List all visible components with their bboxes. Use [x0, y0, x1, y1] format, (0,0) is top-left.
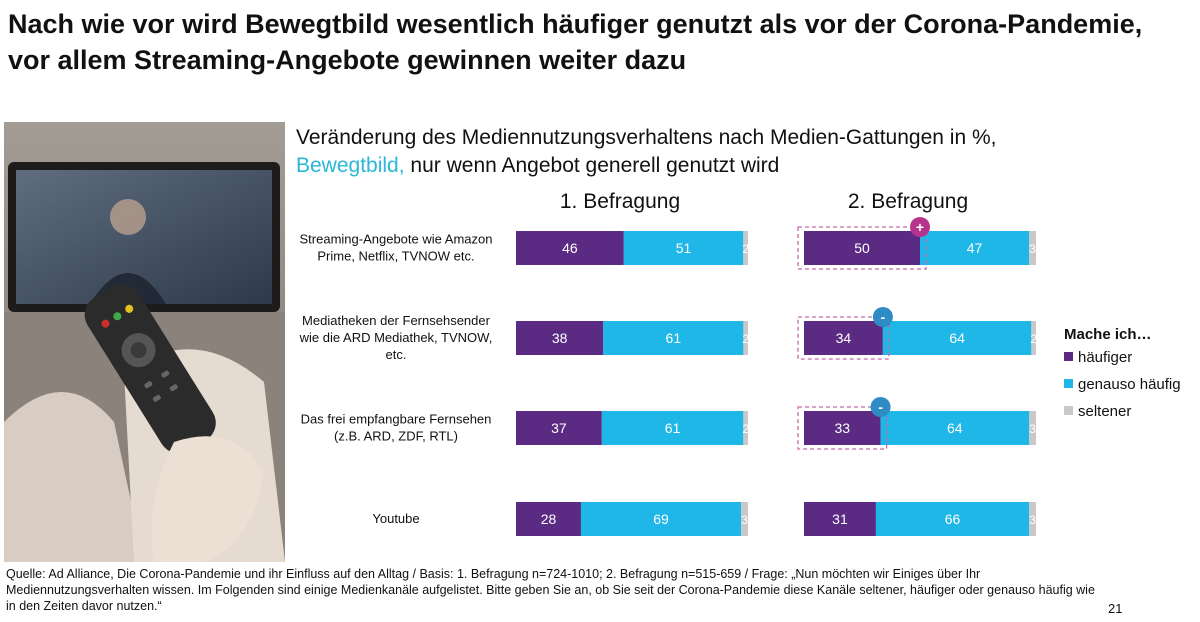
data-label: 66 — [945, 511, 961, 527]
bar-segment — [880, 411, 1030, 445]
category-label: Youtube — [372, 511, 419, 526]
data-label: 33 — [834, 420, 850, 436]
category-label: Mediatheken der Fernsehsender — [302, 313, 491, 328]
data-label: 51 — [676, 240, 692, 256]
tv-remote-illustration — [4, 122, 285, 562]
plus-marker — [910, 217, 930, 237]
category-label: Prime, Netflix, TVNOW etc. — [317, 249, 474, 264]
minus-marker — [872, 307, 893, 327]
bar-segment — [580, 502, 742, 536]
data-label: 64 — [949, 330, 965, 346]
category-label: Das frei empfangbare Fernsehen — [301, 412, 492, 427]
legend-swatch — [1064, 352, 1073, 361]
change-marker-symbol: - — [878, 399, 883, 415]
legend-entry: seltener — [1078, 403, 1131, 420]
subtitle-rest: nur wenn Angebot generell genutzt wird — [404, 154, 780, 177]
bar-segment — [623, 231, 744, 265]
legend-entry: häufiger — [1078, 349, 1132, 366]
data-label: 50 — [854, 240, 870, 256]
data-label: 31 — [832, 511, 848, 527]
bar-segment — [804, 502, 876, 536]
bar-segment — [741, 502, 748, 536]
minus-marker — [870, 397, 891, 417]
data-label: 2 — [742, 332, 749, 346]
legend-swatch — [1064, 379, 1073, 388]
category-label: (z.B. ARD, ZDF, RTL) — [334, 429, 458, 444]
page-headline: Nach wie vor wird Bewegtbild wesentlich … — [8, 9, 1143, 75]
data-label: 3 — [1029, 513, 1036, 527]
bar-segment — [743, 231, 748, 265]
data-label: 3 — [741, 513, 748, 527]
category-label: etc. — [386, 347, 407, 362]
data-label: 37 — [551, 420, 567, 436]
source-footnote: Quelle: Ad Alliance, Die Corona-Pandemie… — [6, 567, 1095, 613]
data-label: 2 — [742, 422, 749, 436]
bar-segment — [804, 321, 883, 355]
data-label: 61 — [665, 420, 681, 436]
bar-segment — [603, 321, 744, 355]
bar-segment — [601, 411, 744, 445]
subtitle-highlight: Bewegtbild, — [296, 154, 405, 177]
data-label: 2 — [1030, 332, 1037, 346]
bar-segment — [516, 502, 581, 536]
data-label: 47 — [967, 240, 983, 256]
legend-swatch — [1064, 406, 1073, 415]
bar-segment — [920, 231, 1030, 265]
bar-segment — [804, 411, 881, 445]
data-label: 2 — [742, 242, 749, 256]
data-label: 3 — [1029, 422, 1036, 436]
category-label: Streaming-Angebote wie Amazon — [300, 232, 493, 247]
category-label: wie die ARD Mediathek, TVNOW, — [299, 330, 493, 345]
bar-segment — [1029, 502, 1036, 536]
data-label: 64 — [947, 420, 963, 436]
data-label: 38 — [552, 330, 568, 346]
highlight-box — [797, 406, 888, 450]
chart-subtitle-line-2: Bewegtbild, nur wenn Angebot generell ge… — [296, 152, 1186, 180]
data-label: 69 — [653, 511, 669, 527]
bar-segment — [516, 411, 602, 445]
bar-segment — [516, 231, 624, 265]
highlight-box — [797, 316, 890, 360]
data-label: 46 — [562, 240, 578, 256]
bar-segment — [882, 321, 1032, 355]
legend-entry: genauso häufig — [1078, 376, 1181, 393]
change-marker-symbol: + — [916, 219, 924, 235]
data-label: 34 — [836, 330, 852, 346]
panel-title-2: 2. Befragung — [848, 190, 968, 213]
bar-segment — [804, 231, 920, 265]
highlight-box — [797, 226, 927, 270]
chart-subtitle: Veränderung des Mediennutzungsverhaltens… — [296, 124, 1186, 180]
chart-subtitle-line-1: Veränderung des Mediennutzungsverhaltens… — [296, 126, 997, 149]
bar-segment — [1029, 411, 1036, 445]
bar-segment — [516, 321, 604, 355]
page-number: 21 — [1108, 601, 1123, 616]
data-label: 61 — [666, 330, 682, 346]
data-label: 3 — [1029, 242, 1036, 256]
panel-title-1: 1. Befragung — [560, 190, 680, 213]
change-marker-symbol: - — [881, 309, 886, 325]
bar-segment — [743, 411, 748, 445]
data-label: 28 — [541, 511, 557, 527]
bar-segment — [743, 321, 748, 355]
bar-segment — [1031, 321, 1036, 355]
bar-segment — [875, 502, 1030, 536]
bar-segment — [1029, 231, 1036, 265]
legend-title: Mache ich… — [1064, 326, 1152, 343]
tv-remote-photo — [4, 122, 285, 562]
